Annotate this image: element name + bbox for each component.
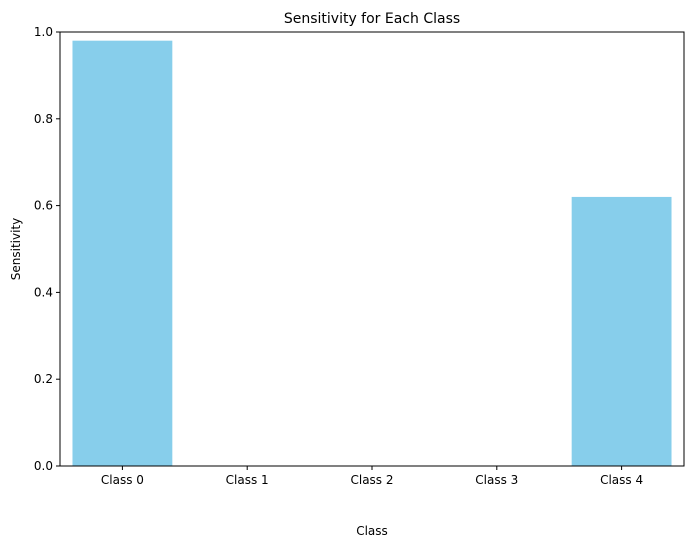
x-tick-label: Class 2 [350, 473, 393, 487]
x-tick-label: Class 4 [600, 473, 643, 487]
x-axis-ticks: Class 0 Class 1 Class 2 Class 3 Class 4 [101, 466, 643, 487]
y-tick-label: 1.0 [34, 25, 53, 39]
bars-layer [72, 40, 672, 467]
bar-class-0 [72, 40, 173, 467]
y-axis-label: Sensitivity [9, 218, 23, 280]
x-tick-label: Class 0 [101, 473, 144, 487]
y-tick-label: 0.6 [34, 199, 53, 213]
y-axis-ticks: 0.0 0.2 0.4 0.6 0.8 1.0 [34, 25, 60, 473]
x-tick-label: Class 3 [475, 473, 518, 487]
y-tick-label: 0.4 [34, 285, 53, 299]
chart-title: Sensitivity for Each Class [284, 11, 460, 27]
x-axis-label: Class [356, 524, 388, 538]
y-tick-label: 0.8 [34, 112, 53, 126]
bar-class-4 [571, 196, 672, 467]
y-tick-label: 0.0 [34, 459, 53, 473]
y-tick-label: 0.2 [34, 372, 53, 386]
x-tick-label: Class 1 [226, 473, 269, 487]
